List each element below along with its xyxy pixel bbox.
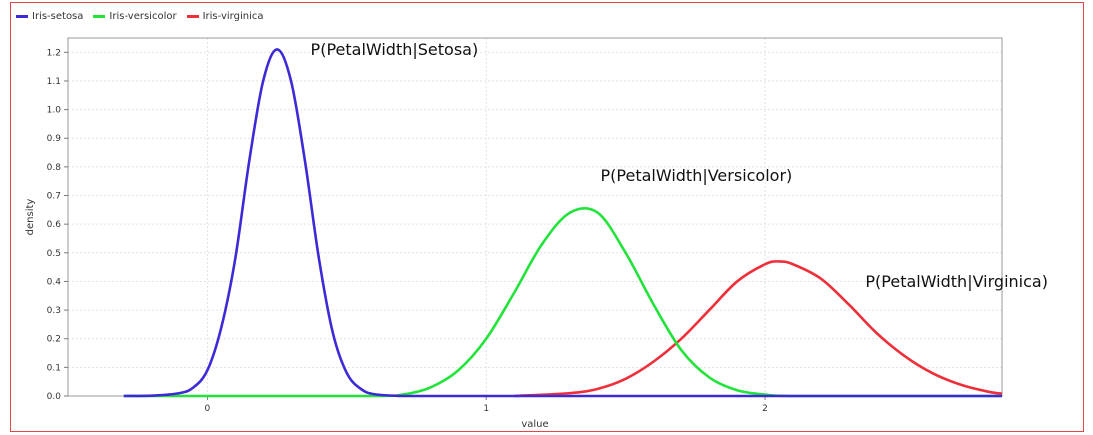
y-tick-label: 0.3 [47,306,61,316]
legend-item-versicolor[interactable]: Iris-versicolor [93,10,177,22]
legend-item-virginica[interactable]: Iris-virginica [186,10,264,22]
y-tick-label: 0.7 [47,192,61,202]
legend-swatch-setosa [16,14,28,18]
annotations: P(PetalWidth|Setosa) P(PetalWidth|Versico… [311,40,1048,291]
y-tick-label: 0.5 [47,249,61,259]
y-tick-label: 0.6 [47,220,62,230]
y-tick-label: 0.2 [47,335,61,345]
annotation-0: P(PetalWidth|Setosa) [311,40,479,59]
series-lines [123,48,1003,398]
y-tick-label: 0.0 [47,392,62,402]
series-line-iris-setosa [123,48,1002,398]
x-axis: 0 1 2 [205,396,768,414]
y-tick-label: 1.2 [47,48,61,58]
y-tick-label: 1.0 [47,106,62,116]
series-line-iris-virginica [514,260,1003,398]
plot-area [67,37,1003,397]
legend-swatch-virginica [186,14,199,18]
legend-label-setosa: Iris-setosa [32,10,84,22]
series-line-iris-versicolor [123,206,1002,398]
chart-frame [10,2,1084,432]
legend-swatch-versicolor [93,14,106,18]
legend: Iris-setosa Iris-versicolor Iris-virgini… [16,8,263,24]
y-tick-label: 1.1 [47,77,61,87]
legend-label-virginica: Iris-virginica [202,10,264,22]
y-tick-label: 0.8 [47,163,62,173]
y-tick-label: 0.9 [47,134,62,144]
legend-label-versicolor: Iris-versicolor [109,10,177,22]
x-tick-label: 0 [205,404,211,414]
annotation-2: P(PetalWidth|Virginica) [865,272,1048,291]
x-tick-label: 1 [483,404,489,414]
x-axis-title: value [521,419,548,430]
x-tick-label: 2 [762,404,768,414]
y-tick-label: 0.4 [47,277,62,287]
legend-item-setosa[interactable]: Iris-setosa [16,11,83,22]
y-tick-label: 0.1 [47,363,61,373]
grid [68,38,1002,397]
y-axis-title: density [25,199,36,236]
y-axis: 0.0 0.1 0.2 0.3 0.4 0.5 0.6 0.7 0.8 0.9 1.0 1.1 1.2 [47,48,68,402]
annotation-1: P(PetalWidth|Versicolor) [601,166,793,185]
